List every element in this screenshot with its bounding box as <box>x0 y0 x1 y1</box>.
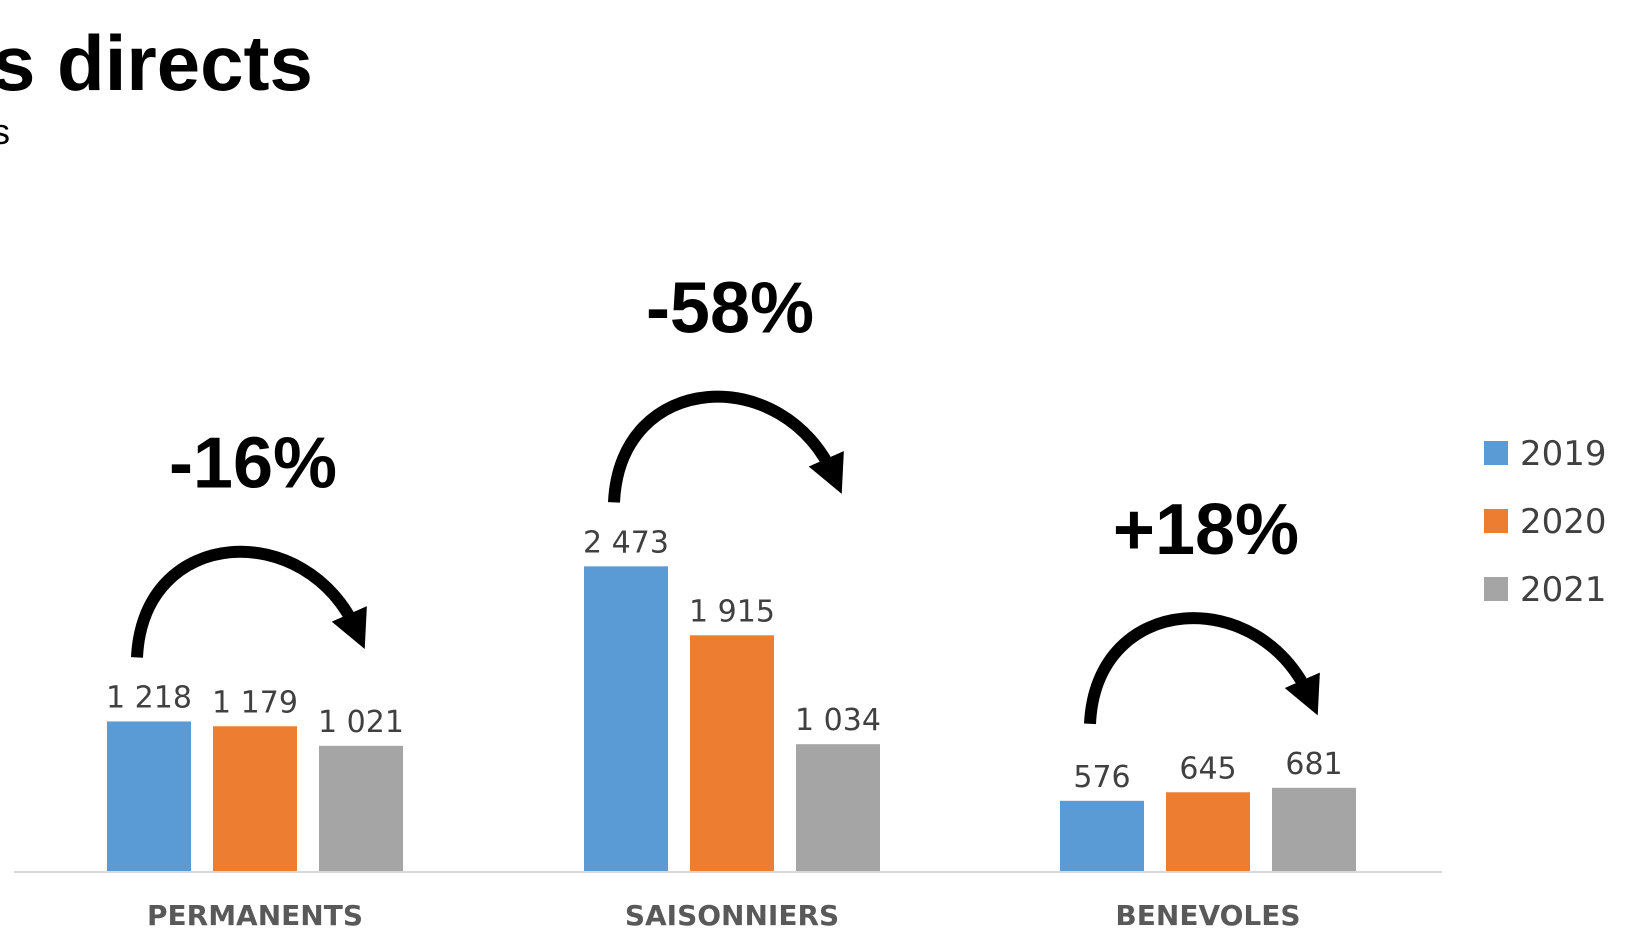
data-label-permanents-2019: 1 218 <box>106 680 192 715</box>
bar-permanents-2020 <box>213 726 297 872</box>
chart-subtitle-fragment: s <box>0 111 10 152</box>
data-labels-layer: 1 218 1 179 1 021 2 473 1 915 1 034 576 645 681 <box>106 525 1343 794</box>
legend-swatch-2020 <box>1484 509 1508 533</box>
data-label-benevoles-2020: 645 <box>1179 751 1236 786</box>
legend-label-2020: 2020 <box>1520 502 1607 542</box>
bar-benevoles-2019 <box>1060 800 1144 872</box>
data-label-permanents-2020: 1 179 <box>212 685 298 720</box>
data-label-saisonniers-2020: 1 915 <box>689 594 775 629</box>
annotation-arrow-saisonniers <box>608 390 844 503</box>
data-label-saisonniers-2021: 1 034 <box>795 703 881 738</box>
category-label-permanents: PERMANENTS <box>147 899 363 930</box>
annotations-layer: -16% -58% +18% <box>131 268 1320 725</box>
bar-saisonniers-2020 <box>690 635 774 872</box>
data-label-saisonniers-2019: 2 473 <box>583 525 669 560</box>
bar-benevoles-2021 <box>1272 787 1356 872</box>
bar-permanents-2021 <box>319 745 403 872</box>
annotation-label-saisonniers: -58% <box>646 268 814 348</box>
annotation-arrow-benevoles <box>1084 612 1320 725</box>
legend-label-2019: 2019 <box>1520 434 1607 474</box>
annotation-arrow-permanents <box>131 545 367 658</box>
bar-saisonniers-2019 <box>584 566 668 872</box>
legend-label-2021: 2021 <box>1520 570 1607 610</box>
data-label-permanents-2021: 1 021 <box>318 705 404 740</box>
bar-benevoles-2020 <box>1166 792 1250 872</box>
bar-saisonniers-2021 <box>796 744 880 872</box>
data-label-benevoles-2019: 576 <box>1073 760 1130 795</box>
data-label-benevoles-2021: 681 <box>1285 747 1342 782</box>
bar-permanents-2019 <box>107 721 191 872</box>
legend: 2019 2020 2021 <box>1484 434 1607 610</box>
annotation-label-benevoles: +18% <box>1113 490 1299 570</box>
bars-layer <box>107 566 1356 872</box>
annotation-label-permanents: -16% <box>169 423 337 503</box>
legend-swatch-2021 <box>1484 577 1508 601</box>
chart-title-fragment: s directs <box>0 19 313 107</box>
category-label-saisonniers: SAISONNIERS <box>625 899 839 930</box>
legend-swatch-2019 <box>1484 441 1508 465</box>
category-labels-layer: PERMANENTS SAISONNIERS BENEVOLES <box>147 899 1301 930</box>
category-label-benevoles: BENEVOLES <box>1115 899 1300 930</box>
